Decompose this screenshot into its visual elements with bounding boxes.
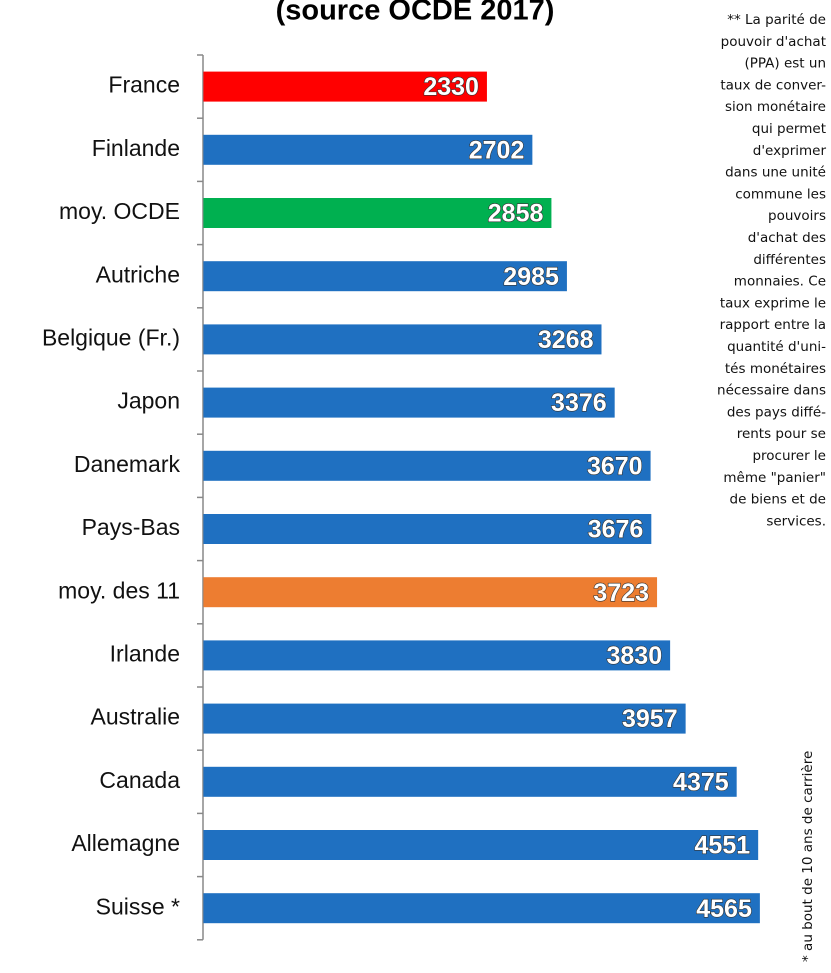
note-line: même "panier": [723, 470, 826, 486]
value-label: 4375: [673, 768, 729, 796]
note-line: (PPA) est un: [744, 56, 826, 72]
bar: [203, 703, 686, 734]
category-label: Pays-Bas: [82, 514, 180, 540]
note-line: taux exprime le: [720, 295, 826, 311]
value-label: 3676: [588, 516, 644, 544]
note-line: commune les: [735, 186, 826, 202]
category-label: Allemagne: [71, 830, 180, 856]
bar: [203, 514, 652, 544]
category-label: Australie: [91, 704, 180, 730]
chart-title: (source OCDE 2017): [276, 0, 555, 27]
note-line: pouvoirs: [768, 208, 826, 224]
bar: [203, 893, 760, 924]
note-line: sion monétaire: [725, 99, 826, 115]
note-line: ** La parité de: [727, 12, 826, 28]
value-label: 2702: [469, 136, 525, 164]
footnote: * au bout de 10 ans de carrière: [800, 751, 816, 962]
value-label: 4565: [696, 895, 752, 923]
value-label: 2985: [503, 263, 559, 291]
note-line: services.: [766, 513, 826, 529]
note-line: taux de conver-: [720, 77, 826, 93]
category-label: Irlande: [110, 640, 180, 666]
note-line: des pays diffé-: [727, 404, 826, 420]
bar: [203, 324, 602, 355]
bar: [203, 198, 552, 228]
value-label: 2330: [423, 73, 479, 101]
value-label: 3957: [622, 705, 678, 733]
category-label: Japon: [117, 388, 180, 414]
note-line: dans une unité: [725, 165, 826, 181]
value-label: 4551: [695, 832, 751, 860]
value-label: 3268: [538, 326, 594, 354]
note-line: tés monétaires: [725, 361, 826, 377]
category-label: moy. des 11: [58, 577, 180, 603]
category-label: Suisse *: [96, 893, 180, 919]
value-label: 3670: [587, 452, 643, 480]
note-line: différentes: [753, 252, 826, 268]
note-line: quantité d'uni-: [727, 339, 826, 355]
note-line: rents pour se: [737, 426, 826, 442]
category-label: Belgique (Fr.): [42, 324, 180, 350]
note-line: nécessaire dans: [717, 383, 826, 399]
bar: [203, 71, 487, 102]
bar: [203, 766, 737, 797]
value-label: 2858: [488, 200, 544, 228]
note-line: d'achat des: [748, 230, 826, 246]
category-label: France: [108, 72, 180, 98]
category-label: Danemark: [74, 451, 181, 477]
bar: [203, 640, 671, 671]
note-line: monnaies. Ce: [734, 274, 826, 290]
bar: [203, 261, 567, 292]
note-line: pouvoir d'achat: [721, 34, 826, 50]
category-label: Finlande: [92, 135, 180, 161]
value-label: 3723: [593, 579, 649, 607]
category-label: moy. OCDE: [59, 198, 180, 224]
note-line: qui permet: [752, 121, 826, 137]
category-label: Canada: [99, 767, 180, 793]
note-line: d'exprimer: [753, 143, 827, 159]
bar: [203, 387, 615, 418]
bar: [203, 450, 651, 481]
note-line: rapport entre la: [720, 317, 826, 333]
bar: [203, 830, 759, 860]
category-label: Autriche: [96, 261, 180, 287]
bar: [203, 134, 533, 165]
note-line: procurer le: [752, 448, 826, 464]
value-label: 3830: [606, 642, 662, 670]
value-label: 3376: [551, 389, 607, 417]
note-line: de biens et de: [730, 492, 826, 508]
bar: [203, 577, 658, 608]
